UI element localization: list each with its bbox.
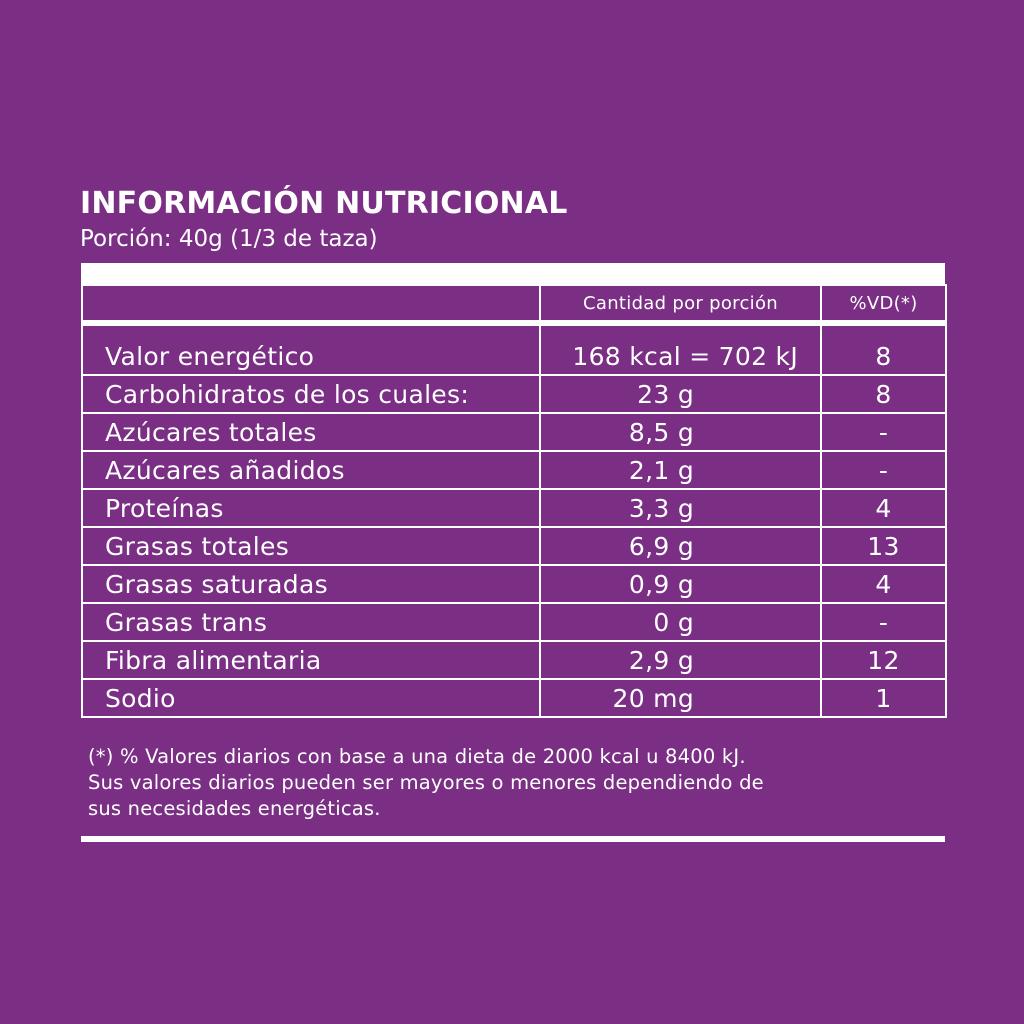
nutrient-daily-value: 4 xyxy=(820,488,947,528)
nutrient-column-header xyxy=(81,284,541,324)
nutrient-daily-value: 4 xyxy=(820,564,947,604)
nutrient-name: Azúcares añadidos xyxy=(81,450,541,490)
nutrient-daily-value: 8 xyxy=(820,322,947,376)
nutrient-name: Grasas totales xyxy=(81,526,541,566)
nutrient-quantity: 0,9 g xyxy=(539,564,822,604)
nutrient-quantity: 6,9 g xyxy=(539,526,822,566)
table-row: Proteínas 3,3 g 4 xyxy=(81,488,947,528)
nutrient-quantity: 0 g xyxy=(539,602,822,642)
footnote-line: (*) % Valores diarios con base a una die… xyxy=(88,745,746,768)
nutrient-quantity: 3,3 g xyxy=(539,488,822,528)
daily-value-column-header: %VD(*) xyxy=(820,284,947,324)
nutrient-quantity: 20 mg xyxy=(539,678,822,718)
nutrient-name: Fibra alimentaria xyxy=(81,640,541,680)
table-row: Valor energético 168 kcal = 702 kJ 8 xyxy=(81,322,947,376)
nutrient-quantity: 168 kcal = 702 kJ xyxy=(539,322,822,376)
nutrient-name: Sodio xyxy=(81,678,541,718)
nutrient-daily-value: 12 xyxy=(820,640,947,680)
nutrient-name: Carbohidratos de los cuales: xyxy=(81,374,541,414)
nutrient-daily-value: 1 xyxy=(820,678,947,718)
serving-size: Porción: 40g (1/3 de taza) xyxy=(80,226,378,252)
bottom-divider-bar xyxy=(81,836,945,842)
nutrition-table: Cantidad por porción %VD(*) Valor energé… xyxy=(81,284,947,718)
nutrient-daily-value: - xyxy=(820,450,947,490)
table-row: Carbohidratos de los cuales: 23 g 8 xyxy=(81,374,947,414)
header-row: Cantidad por porción %VD(*) xyxy=(81,284,947,324)
table-row: Azúcares totales 8,5 g - xyxy=(81,412,947,452)
footnote-line: Sus valores diarios pueden ser mayores o… xyxy=(88,771,764,794)
nutrient-name: Valor energético xyxy=(81,322,541,376)
nutrient-name: Azúcares totales xyxy=(81,412,541,452)
nutrient-daily-value: - xyxy=(820,412,947,452)
table-row: Fibra alimentaria 2,9 g 12 xyxy=(81,640,947,680)
nutrient-quantity: 23 g xyxy=(539,374,822,414)
nutrient-name: Grasas saturadas xyxy=(81,564,541,604)
label-title: INFORMACIÓN NUTRICIONAL xyxy=(80,186,568,221)
table-body: Valor energético 168 kcal = 702 kJ 8 Car… xyxy=(81,322,947,718)
table-row: Grasas totales 6,9 g 13 xyxy=(81,526,947,566)
quantity-column-header: Cantidad por porción xyxy=(539,284,822,324)
nutrient-quantity: 2,9 g xyxy=(539,640,822,680)
daily-value-footnote: (*) % Valores diarios con base a una die… xyxy=(88,744,938,822)
table-header: Cantidad por porción %VD(*) xyxy=(81,284,947,324)
nutrient-quantity: 8,5 g xyxy=(539,412,822,452)
nutrient-daily-value: 13 xyxy=(820,526,947,566)
nutrient-daily-value: 8 xyxy=(820,374,947,414)
table-row: Grasas saturadas 0,9 g 4 xyxy=(81,564,947,604)
table-row: Sodio 20 mg 1 xyxy=(81,678,947,718)
table-row: Grasas trans 0 g - xyxy=(81,602,947,642)
nutrient-name: Grasas trans xyxy=(81,602,541,642)
footnote-line: sus necesidades energéticas. xyxy=(88,797,381,820)
nutrient-name: Proteínas xyxy=(81,488,541,528)
top-divider-bar xyxy=(81,263,945,284)
table-row: Azúcares añadidos 2,1 g - xyxy=(81,450,947,490)
nutrient-daily-value: - xyxy=(820,602,947,642)
nutrient-quantity: 2,1 g xyxy=(539,450,822,490)
